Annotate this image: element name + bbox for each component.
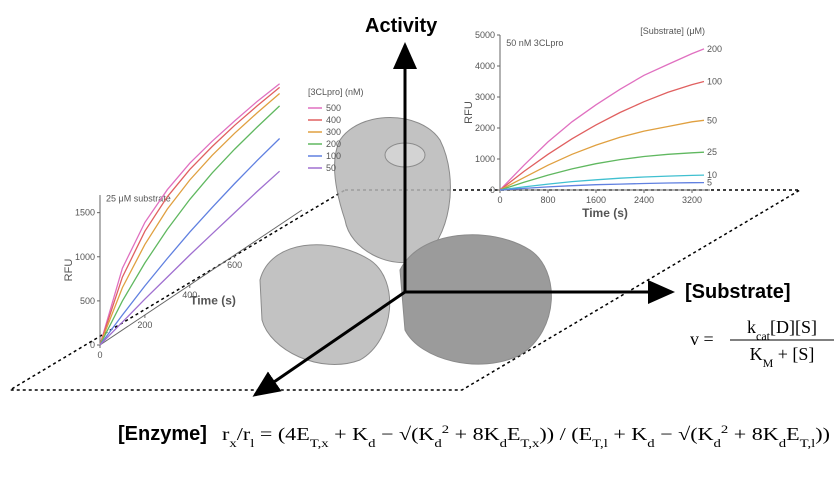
equation-part: = (4E bbox=[254, 424, 309, 445]
y-tick-label: 1500 bbox=[75, 208, 95, 218]
equation-part: d bbox=[434, 436, 441, 450]
y-tick-label: 0 bbox=[90, 340, 95, 350]
equation-part: + K bbox=[608, 424, 647, 444]
y-tick-label: 5000 bbox=[475, 30, 495, 40]
x-tick-label: 400 bbox=[182, 290, 197, 300]
equation-part: d bbox=[500, 436, 507, 450]
series-line bbox=[499, 80, 705, 191]
equation-part: + 8K bbox=[728, 424, 778, 444]
y-axis-label: RFU bbox=[63, 259, 75, 282]
x-tick-label: 200 bbox=[137, 320, 152, 330]
legend-entry: 25 bbox=[707, 147, 717, 157]
protein bbox=[259, 117, 552, 365]
y-tick-label: 1000 bbox=[75, 252, 95, 262]
series-line bbox=[99, 138, 281, 346]
equation-part: )) / (E bbox=[539, 424, 592, 445]
equation-part: − √(K bbox=[655, 424, 714, 445]
y-tick-label: 3000 bbox=[475, 92, 495, 102]
equation-part: [D][S] bbox=[770, 317, 817, 337]
equation-part: + K bbox=[329, 424, 368, 444]
equation-part: E bbox=[507, 424, 520, 444]
x-tick-label: 2400 bbox=[634, 195, 654, 205]
equation-part: T,x bbox=[520, 436, 539, 450]
equation-part: x bbox=[229, 436, 236, 450]
legend-entry: 200 bbox=[326, 139, 341, 149]
equation-part: d bbox=[647, 436, 654, 450]
series-line bbox=[499, 181, 705, 191]
series-line bbox=[499, 119, 705, 191]
legend-entry: 100 bbox=[326, 151, 341, 161]
equation-part: d bbox=[714, 436, 721, 450]
annotation: 50 nM 3CLpro bbox=[506, 38, 563, 48]
equation-part: K bbox=[750, 344, 763, 364]
substrate-label: [Substrate] bbox=[685, 281, 791, 303]
legend-entry: 50 bbox=[707, 115, 717, 125]
legend-title: [Substrate] (μM) bbox=[640, 26, 705, 36]
legend-title: [3CLpro] (nM) bbox=[308, 87, 364, 97]
equation-part: M bbox=[763, 356, 774, 370]
legend-entry: 500 bbox=[326, 103, 341, 113]
legend-entry: 50 bbox=[326, 163, 336, 173]
equation-part: )) bbox=[815, 424, 830, 445]
equation-part: E bbox=[786, 424, 799, 444]
equation-part: + 8K bbox=[449, 424, 499, 444]
equation-part: 2 bbox=[442, 422, 449, 436]
annotation: 25 μM substrate bbox=[106, 193, 171, 203]
equation-part: 2 bbox=[721, 422, 728, 436]
equation-part: T,l bbox=[592, 436, 608, 450]
x-tick-label: 600 bbox=[227, 260, 242, 270]
legend-entry: 300 bbox=[326, 127, 341, 137]
equation-part: T,l bbox=[800, 436, 816, 450]
y-tick-label: 4000 bbox=[475, 61, 495, 71]
x-axis-label: Time (s) bbox=[190, 294, 236, 308]
series-line bbox=[99, 105, 281, 346]
series-line bbox=[499, 151, 705, 191]
x-tick-label: 1600 bbox=[586, 195, 606, 205]
equation-part: r bbox=[222, 424, 229, 444]
series-line bbox=[499, 174, 705, 191]
equation-part: cat bbox=[756, 329, 771, 343]
legend-entry: 5 bbox=[707, 178, 712, 188]
equation-lhs: v = bbox=[690, 329, 714, 349]
enzyme-label: [Enzyme] bbox=[118, 423, 207, 445]
x-tick-label: 0 bbox=[97, 350, 102, 360]
y-tick-label: 2000 bbox=[475, 123, 495, 133]
equation-part: − √(K bbox=[375, 424, 434, 445]
activity-label: Activity bbox=[365, 15, 438, 37]
equation-part: d bbox=[368, 436, 375, 450]
equation-part: k bbox=[747, 317, 756, 337]
legend-entry: 10 bbox=[707, 170, 717, 180]
legend-entry: 200 bbox=[707, 44, 722, 54]
y-axis-label: RFU bbox=[463, 101, 475, 124]
y-tick-label: 1000 bbox=[475, 154, 495, 164]
y-tick-label: 500 bbox=[80, 296, 95, 306]
series-line bbox=[99, 83, 281, 346]
x-tick-label: 800 bbox=[540, 195, 555, 205]
equation-part: l bbox=[250, 436, 255, 450]
legend-entry: 400 bbox=[326, 115, 341, 125]
equation-part: d bbox=[779, 436, 786, 450]
equation-part: + [S] bbox=[773, 344, 814, 364]
x-axis bbox=[99, 209, 303, 346]
series-line bbox=[99, 86, 281, 346]
equation-part: T,x bbox=[310, 436, 329, 450]
series-line bbox=[499, 48, 705, 191]
legend-entry: 100 bbox=[707, 77, 722, 87]
y-tick-label: 0 bbox=[490, 185, 495, 195]
equation-numerator: kcat[D][S] bbox=[747, 317, 817, 343]
x-tick-label: 3200 bbox=[682, 195, 702, 205]
equation-part: v = bbox=[690, 329, 714, 349]
enzyme-axis bbox=[252, 290, 406, 397]
equation-denominator: KM + [S] bbox=[750, 344, 815, 370]
equation-part: / bbox=[237, 424, 243, 444]
x-axis-label: Time (s) bbox=[582, 206, 628, 220]
series-line bbox=[99, 93, 281, 346]
x-tick-label: 0 bbox=[497, 195, 502, 205]
series-line bbox=[99, 170, 281, 346]
equation-part: r bbox=[243, 424, 250, 444]
